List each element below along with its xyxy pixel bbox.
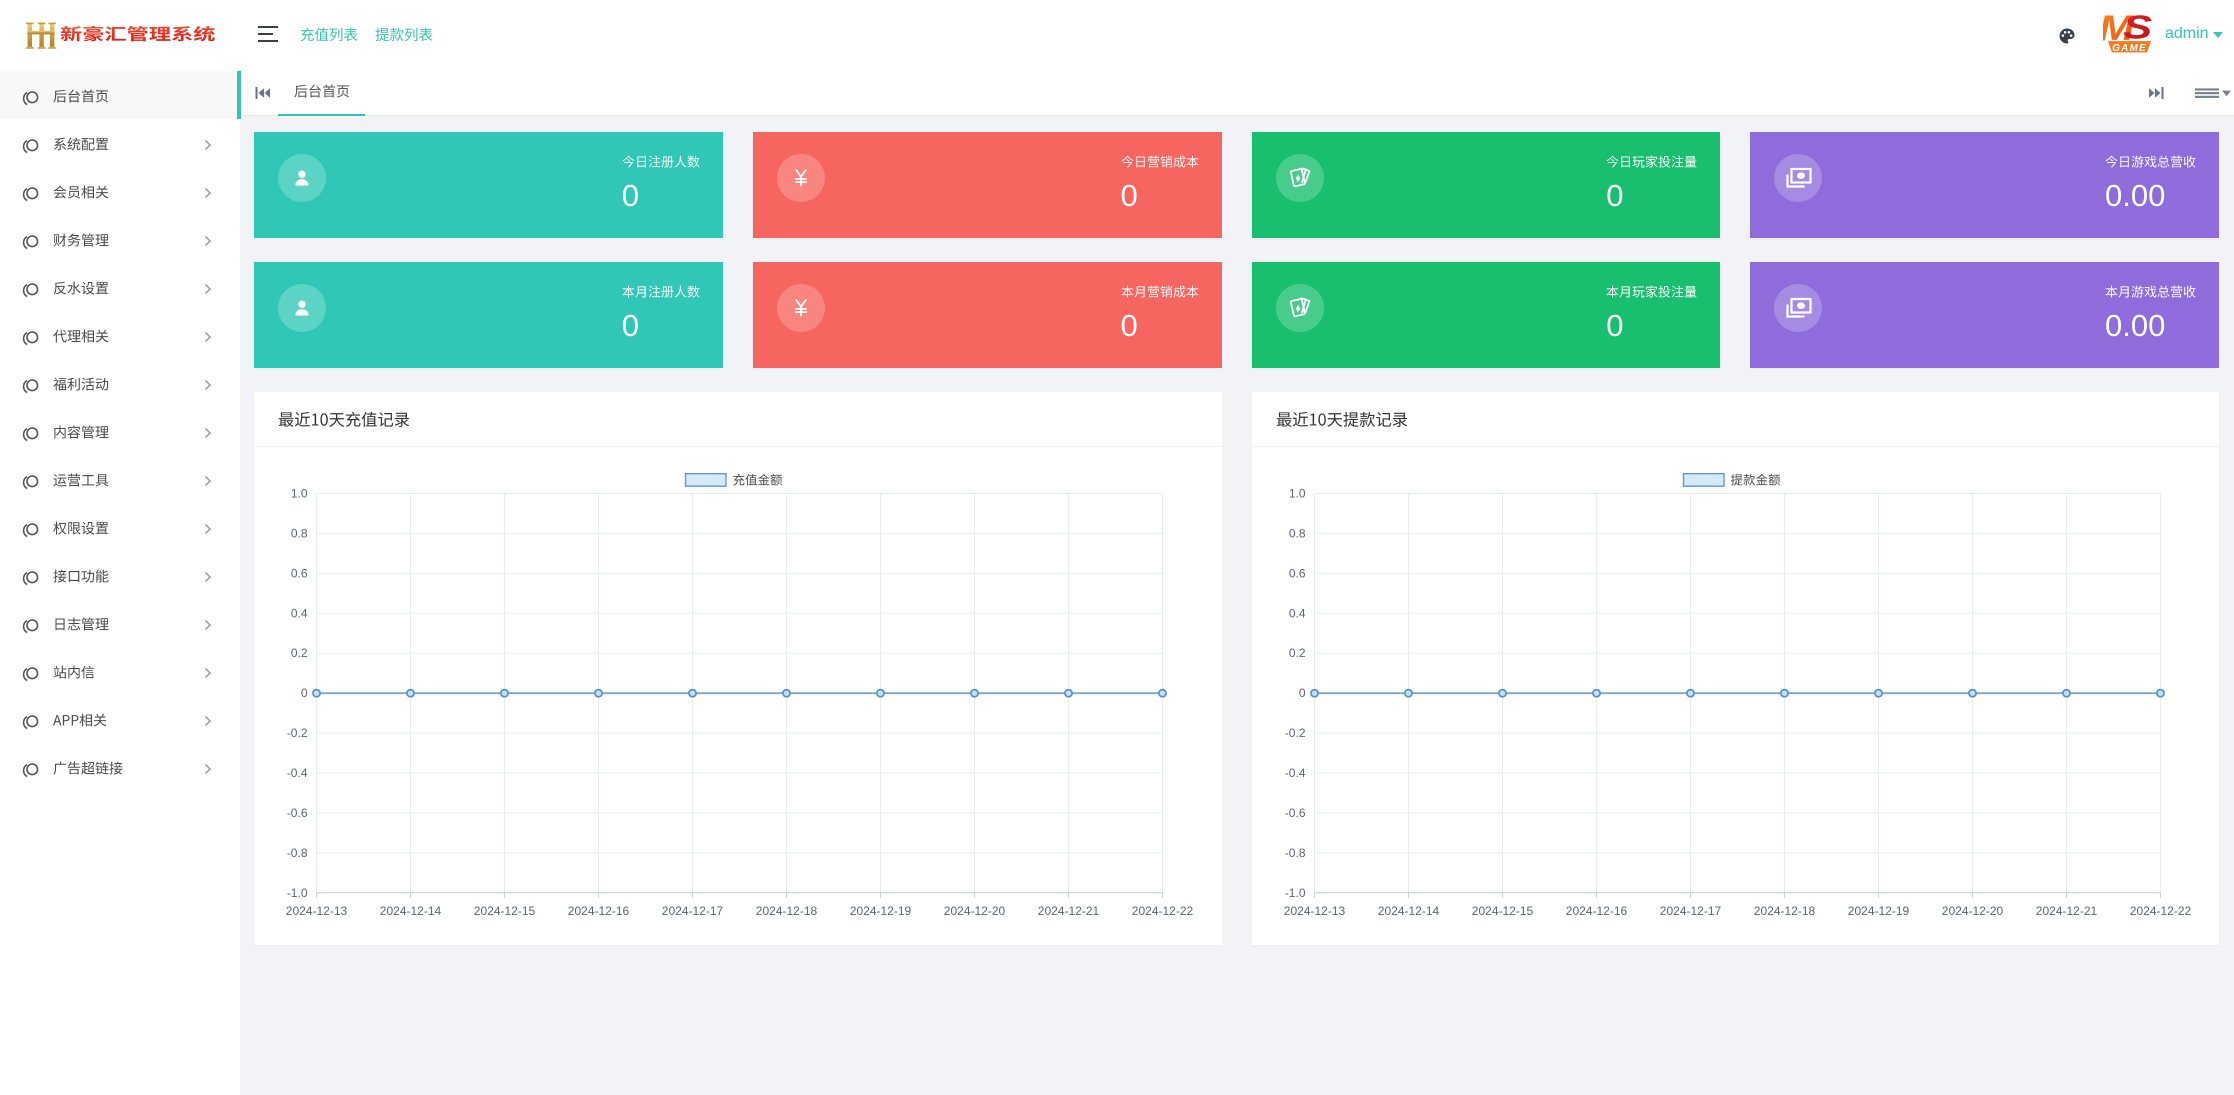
svg-text:2024-12-22: 2024-12-22 [2129, 904, 2191, 918]
svg-text:2024-12-17: 2024-12-17 [662, 904, 724, 918]
svg-text:2024-12-22: 2024-12-22 [1132, 904, 1194, 918]
svg-text:2024-12-17: 2024-12-17 [1659, 904, 1721, 918]
svg-text:-1.0: -1.0 [1284, 885, 1305, 899]
svg-text:0.8: 0.8 [1288, 526, 1305, 540]
svg-text:0.4: 0.4 [291, 606, 308, 620]
svg-text:-1.0: -1.0 [287, 885, 308, 899]
svg-text:2024-12-13: 2024-12-13 [286, 904, 348, 918]
svg-text:-0.6: -0.6 [287, 805, 308, 819]
svg-text:-0.2: -0.2 [287, 726, 308, 740]
svg-text:2024-12-21: 2024-12-21 [1038, 904, 1100, 918]
svg-text:2024-12-16: 2024-12-16 [568, 904, 630, 918]
svg-text:2024-12-14: 2024-12-14 [380, 904, 442, 918]
svg-text:2024-12-21: 2024-12-21 [2035, 904, 2097, 918]
svg-text:-0.6: -0.6 [1284, 805, 1305, 819]
svg-text:-0.8: -0.8 [1284, 845, 1305, 859]
svg-text:0.6: 0.6 [291, 566, 308, 580]
svg-text:2024-12-16: 2024-12-16 [1565, 904, 1627, 918]
svg-text:0.4: 0.4 [1288, 606, 1305, 620]
svg-text:0.6: 0.6 [1288, 566, 1305, 580]
svg-text:2024-12-13: 2024-12-13 [1283, 904, 1345, 918]
svg-text:2024-12-14: 2024-12-14 [1377, 904, 1439, 918]
svg-text:2024-12-20: 2024-12-20 [1941, 904, 2003, 918]
svg-text:-0.8: -0.8 [287, 845, 308, 859]
svg-text:-0.4: -0.4 [1284, 766, 1305, 780]
svg-text:GAME: GAME [2112, 43, 2147, 54]
svg-text:1.0: 1.0 [1288, 486, 1305, 500]
svg-text:2024-12-20: 2024-12-20 [944, 904, 1006, 918]
svg-text:0.8: 0.8 [291, 526, 308, 540]
svg-text:-0.4: -0.4 [287, 766, 308, 780]
svg-text:2024-12-19: 2024-12-19 [850, 904, 912, 918]
svg-text:2024-12-15: 2024-12-15 [1471, 904, 1533, 918]
svg-text:2024-12-15: 2024-12-15 [474, 904, 536, 918]
svg-text:0: 0 [1298, 686, 1305, 700]
svg-text:2024-12-18: 2024-12-18 [1753, 904, 1815, 918]
svg-text:0.2: 0.2 [1288, 646, 1305, 660]
svg-text:1.0: 1.0 [291, 486, 308, 500]
svg-text:0.2: 0.2 [291, 646, 308, 660]
svg-text:0: 0 [301, 686, 308, 700]
svg-text:2024-12-18: 2024-12-18 [756, 904, 818, 918]
svg-text:2024-12-19: 2024-12-19 [1847, 904, 1909, 918]
svg-text:-0.2: -0.2 [1284, 726, 1305, 740]
